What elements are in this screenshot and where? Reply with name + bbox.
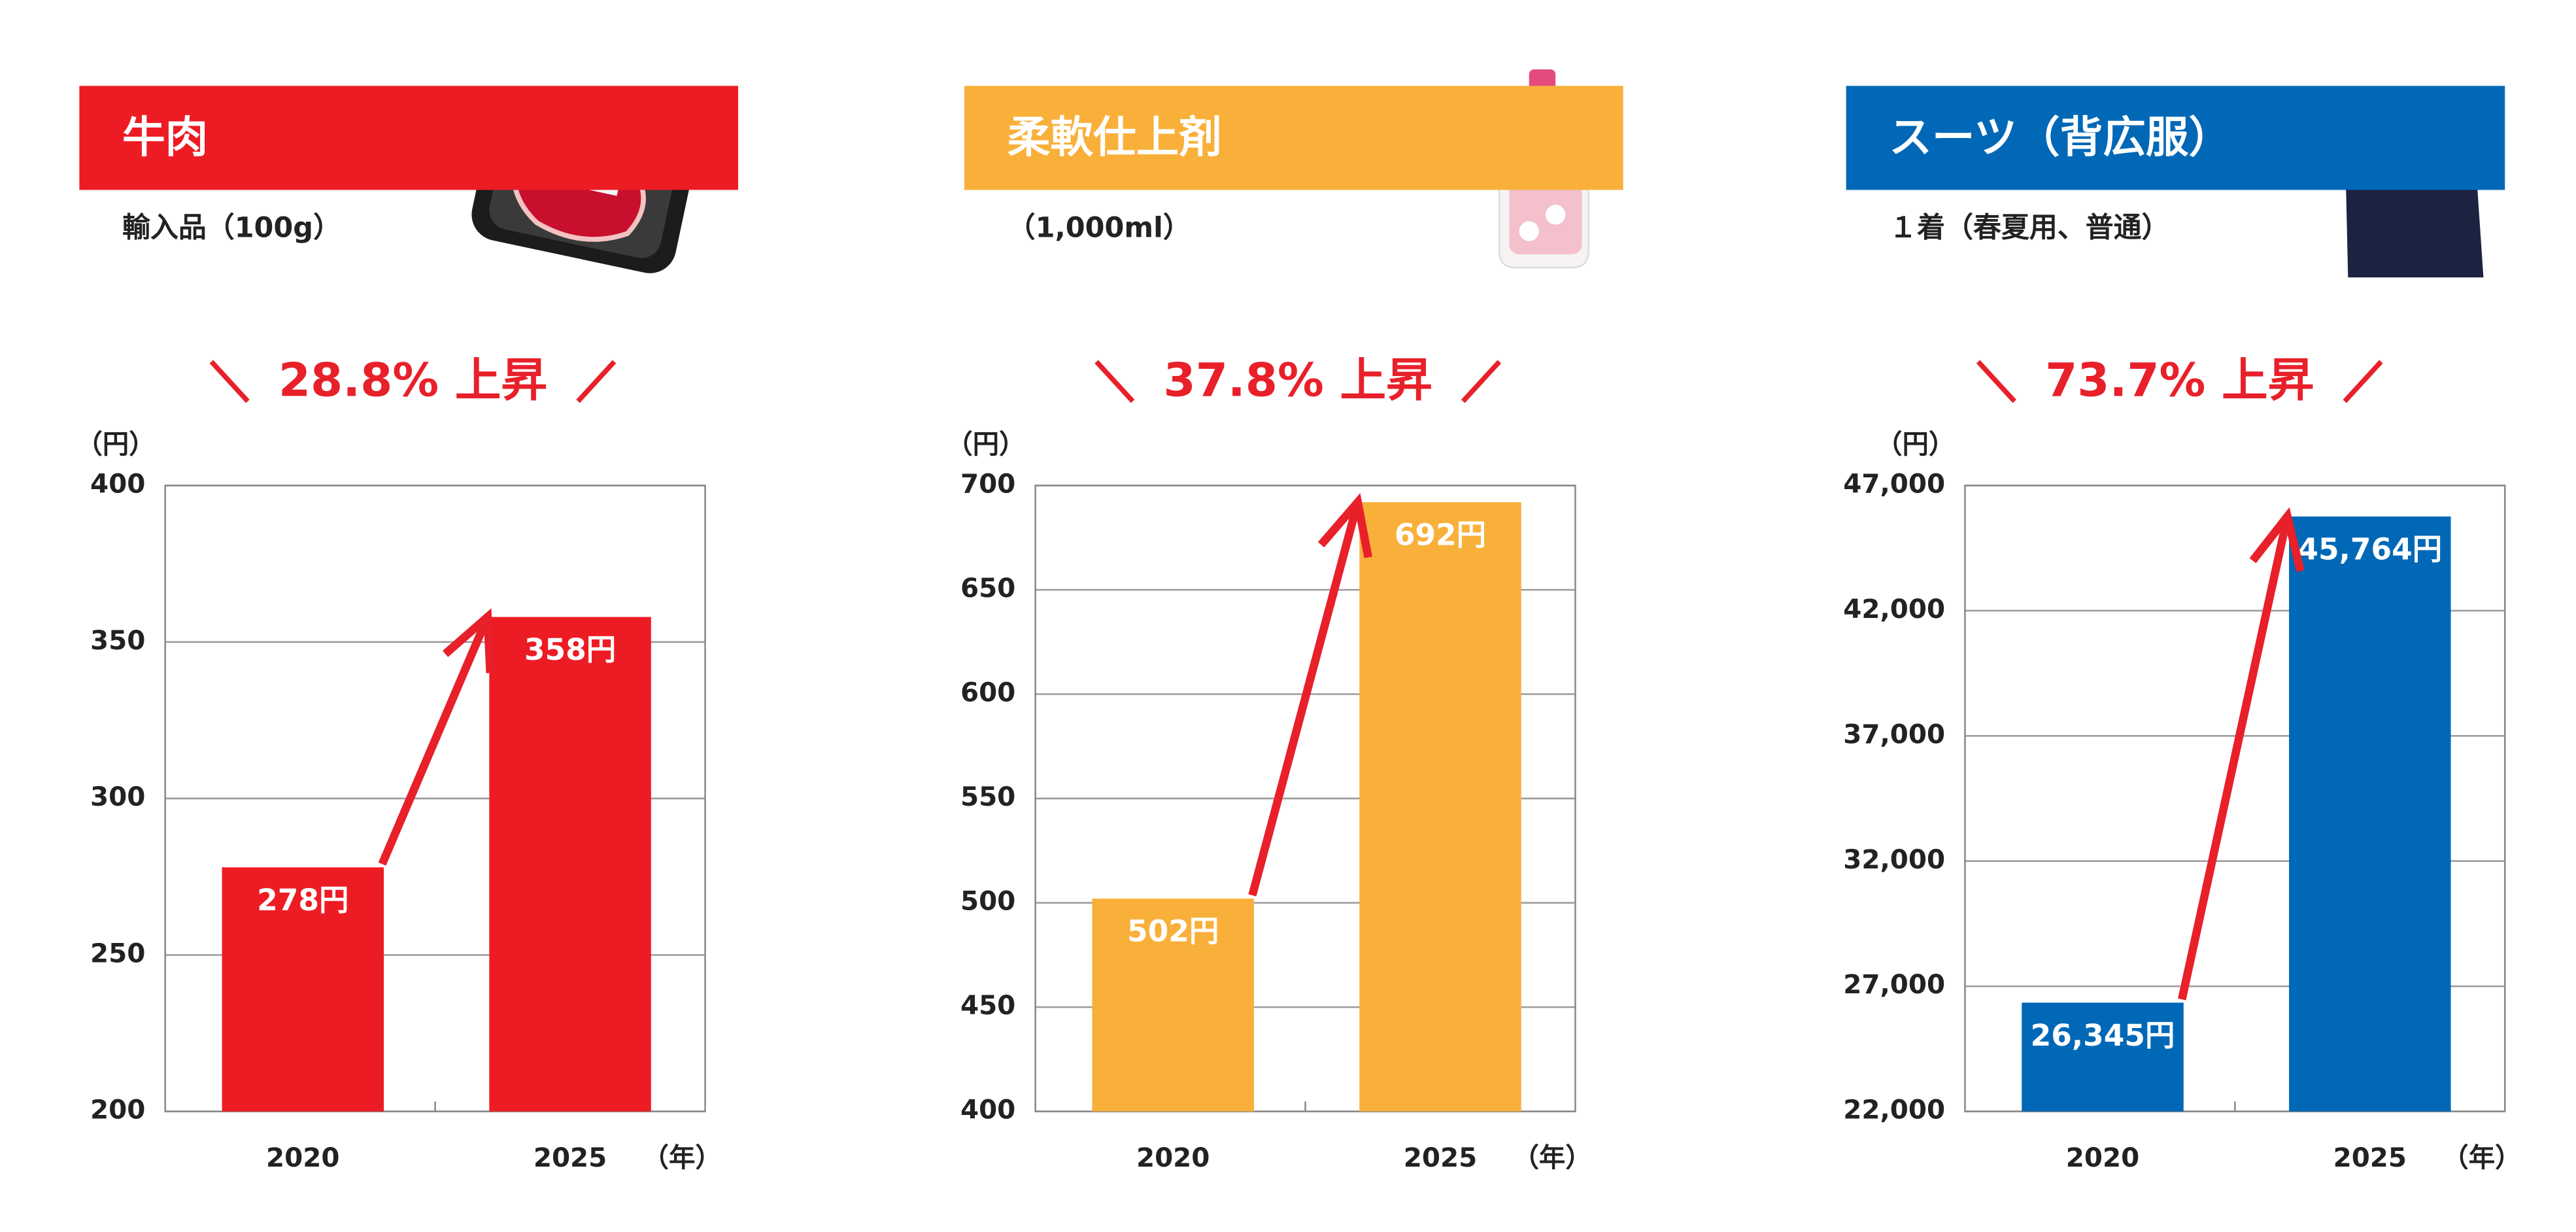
y-tick-label: 400 <box>960 1094 1015 1125</box>
x-unit: （年） <box>1512 1142 1591 1173</box>
slash <box>2343 360 2383 403</box>
x-tick-label: 2025 <box>1404 1142 1477 1173</box>
y-tick-label: 350 <box>90 625 145 656</box>
y-tick-label: 42,000 <box>1843 593 1945 625</box>
value-label: 692円 <box>1395 518 1486 553</box>
x-tick-label: 2020 <box>266 1142 339 1173</box>
value-label: 358円 <box>524 632 616 667</box>
subtitle: （1,000ml） <box>1008 212 1191 245</box>
y-tick-label: 32,000 <box>1843 844 1945 875</box>
y-tick-label: 250 <box>90 937 145 968</box>
chart-title: 柔軟仕上剤 <box>1008 113 1222 163</box>
y-tick-label: 200 <box>90 1094 145 1125</box>
subtitle: 輸入品（100g） <box>122 212 341 245</box>
y-tick-label: 550 <box>960 781 1015 812</box>
y-tick-label: 500 <box>960 885 1015 917</box>
y-tick-label: 47,000 <box>1843 468 1945 499</box>
value-label: 45,764円 <box>2297 532 2442 566</box>
x-tick-label: 2020 <box>2066 1142 2139 1173</box>
header-band <box>964 86 1623 190</box>
slash <box>576 360 617 403</box>
y-unit: （円） <box>76 428 155 460</box>
bar <box>222 867 384 1112</box>
y-unit: （円） <box>946 428 1025 460</box>
bar <box>1092 898 1254 1112</box>
value-label: 26,345円 <box>2031 1018 2175 1053</box>
y-tick-label: 600 <box>960 677 1015 708</box>
y-tick-label: 22,000 <box>1843 1094 1945 1125</box>
x-tick-label: 2025 <box>2333 1142 2407 1173</box>
bar <box>2022 1002 2184 1112</box>
header-band <box>1846 86 2505 190</box>
growth-arrow-head <box>1317 492 1372 558</box>
y-tick-label: 700 <box>960 468 1015 499</box>
annotation: 28.8% 上昇 <box>279 352 547 407</box>
y-tick-label: 27,000 <box>1843 968 1945 1000</box>
bar <box>1359 502 1521 1112</box>
growth-arrow-head <box>2249 507 2305 572</box>
bar <box>489 617 651 1112</box>
y-tick-label: 300 <box>90 781 145 812</box>
y-tick-label: 650 <box>960 572 1015 604</box>
subtitle: １着（春夏用、普通） <box>1889 212 2169 245</box>
y-tick-label: 37,000 <box>1843 718 1945 749</box>
slash <box>209 360 250 403</box>
y-unit: （円） <box>1876 428 1955 460</box>
value-label: 502円 <box>1127 914 1219 949</box>
growth-arrow <box>1248 501 1362 897</box>
growth-arrow <box>378 615 492 866</box>
x-unit: （年） <box>2442 1142 2521 1173</box>
x-tick-label: 2025 <box>534 1142 607 1173</box>
growth-arrow-head <box>442 608 495 674</box>
x-tick-label: 2020 <box>1136 1142 1210 1173</box>
x-unit: （年） <box>643 1142 722 1173</box>
annotation: 73.7% 上昇 <box>2045 352 2314 407</box>
chart-title: 牛肉 <box>122 113 208 163</box>
chart-title: スーツ（背広服） <box>1889 113 2231 163</box>
y-tick-label: 400 <box>90 468 145 499</box>
header-band <box>79 86 739 190</box>
value-label: 278円 <box>257 883 348 917</box>
y-tick-label: 450 <box>960 989 1015 1021</box>
bar <box>2289 516 2451 1112</box>
slash <box>1094 360 1135 403</box>
slash <box>1976 360 2016 403</box>
growth-arrow <box>2178 515 2292 1001</box>
slash <box>1461 360 1502 403</box>
annotation: 37.8% 上昇 <box>1163 352 1432 407</box>
